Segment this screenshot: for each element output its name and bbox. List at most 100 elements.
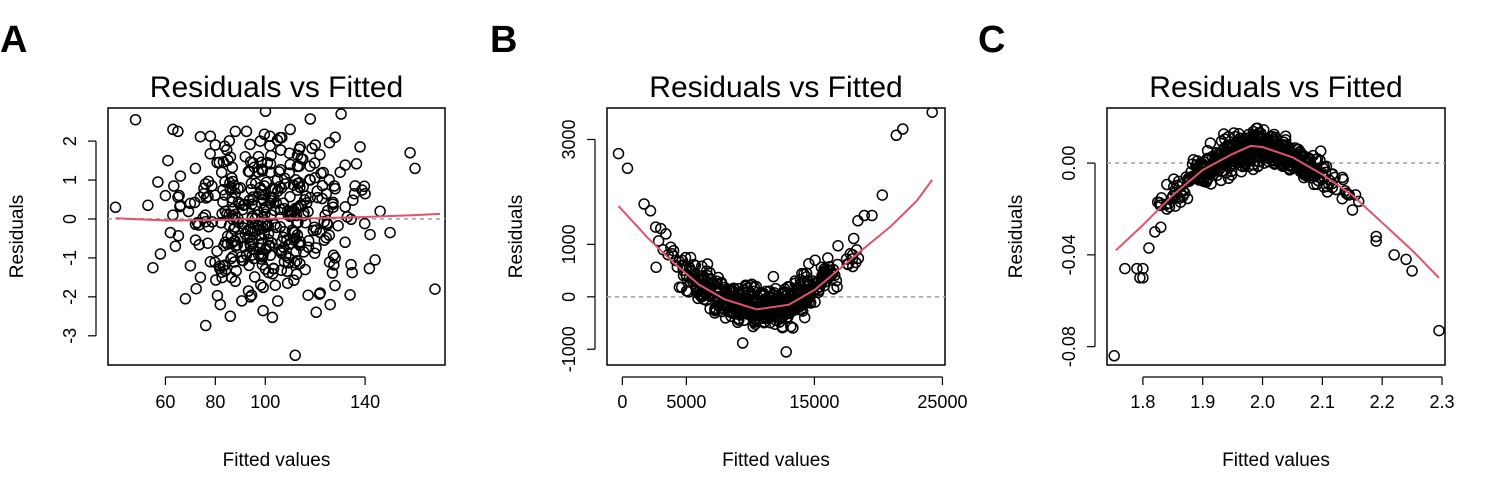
data-point <box>269 279 282 291</box>
data-point <box>274 245 286 257</box>
x-tick-label: 1.8 <box>1130 392 1155 412</box>
data-point <box>295 199 308 212</box>
data-point <box>147 261 159 274</box>
data-point <box>306 142 318 155</box>
data-point <box>173 189 185 202</box>
data-point <box>1161 203 1173 215</box>
data-point <box>310 242 322 254</box>
data-point <box>1190 160 1202 172</box>
data-point <box>229 125 242 138</box>
data-point <box>290 254 303 267</box>
data-point <box>1155 221 1167 234</box>
x-axis-label: Fitted values <box>223 450 331 471</box>
y-tick-label: -3 <box>60 328 80 344</box>
data-point <box>621 162 634 175</box>
data-point <box>214 298 227 311</box>
data-point <box>384 226 396 239</box>
x-axis-label: Fitted values <box>1222 450 1330 471</box>
data-point <box>164 226 177 239</box>
x-tick-label: 140 <box>350 392 380 412</box>
data-point <box>1318 181 1330 193</box>
data-point <box>1303 169 1316 182</box>
y-tick-label: -2 <box>60 289 80 305</box>
data-point <box>282 209 294 221</box>
data-point <box>304 174 316 186</box>
data-point <box>1143 242 1155 254</box>
data-point <box>776 302 789 315</box>
data-point <box>324 298 336 311</box>
data-point <box>217 183 229 196</box>
data-point <box>255 237 268 250</box>
chart-title: Residuals vs Fitted <box>1149 71 1402 104</box>
data-point <box>1294 146 1306 158</box>
data-point <box>335 108 347 120</box>
data-point <box>1174 196 1187 208</box>
data-point <box>172 191 184 203</box>
data-point <box>266 311 279 324</box>
x-axis-label: Fitted values <box>722 450 830 471</box>
data-point <box>745 279 757 292</box>
x-tick-label: 2.0 <box>1250 392 1275 412</box>
data-point <box>802 275 814 287</box>
data-point <box>294 141 306 153</box>
data-point <box>822 252 834 264</box>
data-point <box>1406 265 1418 277</box>
data-point <box>202 237 214 249</box>
chart-title: Residuals vs Fitted <box>649 71 902 104</box>
data-point <box>346 266 358 279</box>
data-point <box>167 123 179 136</box>
data-point <box>215 166 228 179</box>
y-tick-label: -1000 <box>559 326 579 372</box>
data-point <box>252 150 265 163</box>
data-point <box>244 138 256 151</box>
x-tick-label: 15000 <box>789 392 839 412</box>
data-point <box>194 130 207 143</box>
data-point <box>226 192 238 204</box>
chart-title: Residuals vs Fitted <box>150 71 403 104</box>
data-point <box>159 189 172 202</box>
data-point <box>429 283 441 295</box>
x-tick-label: 2.3 <box>1429 392 1454 412</box>
plot-frame <box>1106 107 1446 366</box>
data-point <box>779 308 791 321</box>
data-point <box>612 147 625 160</box>
data-point <box>705 273 718 286</box>
data-point <box>249 199 262 212</box>
data-point <box>248 271 261 283</box>
data-point <box>264 166 277 178</box>
data-point <box>142 199 154 212</box>
plot-area <box>108 108 445 362</box>
data-point <box>789 275 801 287</box>
data-point <box>754 286 767 299</box>
data-point <box>247 238 259 250</box>
data-point <box>129 113 142 126</box>
y-axis-label: Residuals <box>1006 195 1027 278</box>
x-tick-label: 5000 <box>666 392 706 412</box>
data-point <box>709 302 722 315</box>
data-point <box>273 166 285 178</box>
data-point <box>259 189 272 201</box>
data-point <box>299 263 311 276</box>
data-point <box>284 123 296 136</box>
data-point <box>811 283 823 295</box>
data-point <box>262 228 275 240</box>
data-point <box>890 129 903 142</box>
data-point <box>189 234 202 246</box>
data-point <box>247 191 259 203</box>
data-point <box>332 219 344 232</box>
y-tick-label: -0.04 <box>1059 234 1079 275</box>
data-point <box>767 289 780 302</box>
data-point <box>243 166 256 178</box>
data-point <box>684 251 697 264</box>
data-point <box>304 160 316 172</box>
data-point <box>242 285 255 297</box>
data-point <box>304 191 316 204</box>
data-point <box>194 271 207 284</box>
y-tick-label: 1 <box>60 175 80 185</box>
data-point <box>210 274 222 286</box>
data-point <box>698 281 710 294</box>
data-point <box>283 147 296 159</box>
data-point <box>1400 253 1412 266</box>
data-point <box>1119 262 1131 275</box>
x-tick-label: 0 <box>617 392 627 412</box>
